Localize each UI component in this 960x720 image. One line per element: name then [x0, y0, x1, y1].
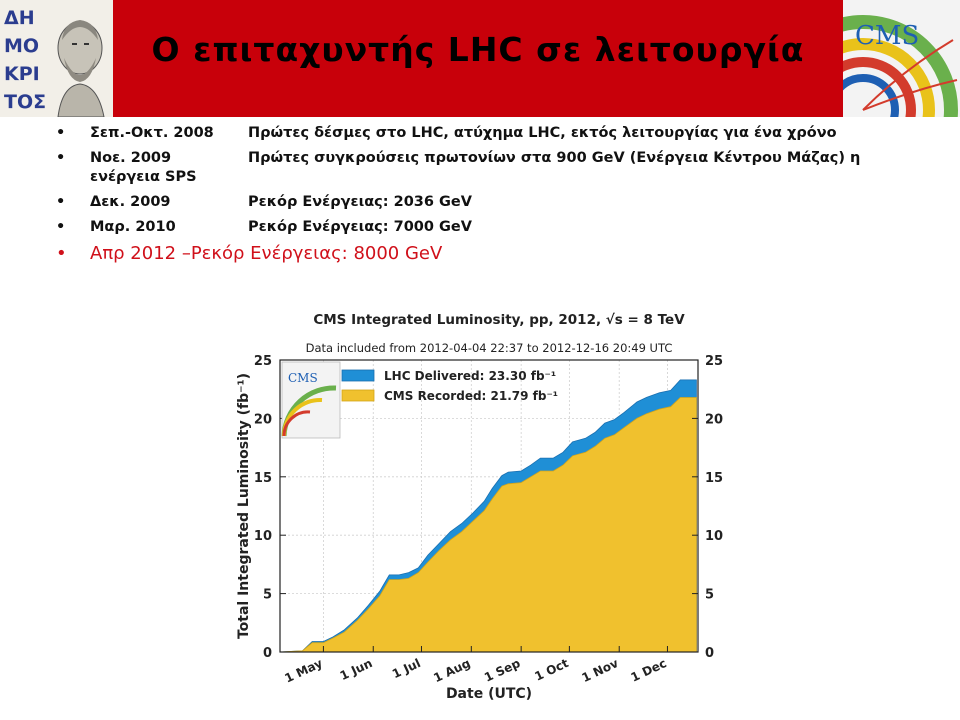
y-tick-label-right: 10: [705, 529, 723, 544]
y-tick-label-left: 10: [254, 529, 272, 544]
chart-title: CMS Integrated Luminosity, pp, 2012, √s …: [313, 312, 685, 328]
demokritos-logo: ΔΗ ΜΟ ΚΡΙ ΤΟΣ: [0, 0, 113, 118]
bullet-dot: •: [56, 150, 66, 166]
page-title: Ο επιταχυντής LHC σε λειτουργία: [151, 30, 805, 69]
cms-inset-ring: [282, 410, 311, 437]
bullet-item: • Νοε. 2009 Πρώτες συγκρούσεις πρωτονίων σ…: [56, 149, 916, 187]
luminosity-chart: 0 0 5 5 10 10 15 15 20 20 25 25 1 May 1 Jun 1 Jul 1 Aug…: [208, 298, 730, 712]
bullet-date: Απρ 2012 –: [90, 243, 191, 264]
bullet-list: • Σεπ.-Οκτ. 2008 Πρώτες δέσμες στο LHC, ατ…: [56, 124, 916, 271]
svg-text:ΚΡΙ: ΚΡΙ: [4, 63, 40, 85]
y-tick-label-left: 0: [263, 646, 272, 661]
svg-text:CMS: CMS: [855, 21, 919, 51]
bullet-item: • Δεκ. 2009 Ρεκόρ Ενέργειας: 2036 GeV: [56, 193, 916, 212]
y-tick-label-right: 20: [705, 412, 723, 427]
x-axis-label: Date (UTC): [446, 686, 532, 702]
legend-label-delivered: LHC Delivered: 23.30 fb⁻¹: [384, 369, 556, 383]
bullet-item-highlight: • Απρ 2012 – Ρεκόρ Ενέργειας: 8000 GeV: [56, 243, 916, 265]
bullet-text: Ρεκόρ Ενέργειας: 8000 GeV: [190, 243, 443, 264]
bullet-text: Ρεκόρ Ενέργειας: 7000 GeV: [248, 219, 472, 235]
plot-frame: [279, 359, 699, 653]
bullet-dot: •: [56, 125, 66, 141]
y-tick-label-right: 15: [705, 471, 723, 486]
cms-inset-text: CMS: [288, 371, 318, 385]
bullet-item: • Μαρ. 2010 Ρεκόρ Ενέργειας: 7000 GeV: [56, 218, 916, 237]
chart-subtitle: Data included from 2012-04-04 22:37 to 2…: [306, 341, 673, 355]
bullet-text: Ρεκόρ Ενέργειας: 2036 GeV: [248, 194, 472, 210]
legend-swatch-recorded: [341, 389, 375, 402]
cms-logo: CMS: [843, 0, 960, 117]
bullet-date: Σεπ.-Οκτ. 2008: [90, 125, 214, 141]
y-tick-label-right: 5: [705, 588, 714, 603]
bullet-dot: •: [56, 243, 67, 264]
y-axis-label: Total Integrated Luminosity (fb⁻¹): [236, 373, 252, 639]
y-tick-label-left: 25: [254, 354, 272, 369]
legend-label-recorded: CMS Recorded: 21.79 fb⁻¹: [384, 389, 558, 403]
bullet-dot: •: [56, 219, 66, 235]
y-tick-label-right: 0: [705, 646, 714, 661]
bullet-date: Μαρ. 2010: [90, 219, 176, 235]
bullet-dot: •: [56, 194, 66, 210]
y-tick-label-left: 15: [254, 471, 272, 486]
y-tick-label-left: 20: [254, 412, 272, 427]
bullet-text: Πρώτες δέσμες στο LHC, ατύχημα LHC, εκτό…: [248, 125, 837, 141]
bullet-date: Νοε. 2009: [90, 150, 172, 166]
svg-text:ΔΗ: ΔΗ: [4, 7, 35, 29]
svg-text:ΜΟ: ΜΟ: [4, 35, 39, 57]
header-bar: ΔΗ ΜΟ ΚΡΙ ΤΟΣ Ο επιταχυντής LHC σε λειτο…: [0, 0, 960, 118]
y-tick-label-left: 5: [263, 588, 272, 603]
bullet-text: Πρώτες συγκρούσεις πρωτονίων στα 900 GeV…: [90, 150, 861, 185]
bullet-item: • Σεπ.-Οκτ. 2008 Πρώτες δέσμες στο LHC, ατ…: [56, 124, 916, 143]
svg-text:ΤΟΣ: ΤΟΣ: [4, 91, 46, 113]
series-area-recorded: [279, 397, 697, 653]
y-tick-label-right: 25: [705, 354, 723, 369]
bullet-date: Δεκ. 2009: [90, 194, 171, 210]
legend-swatch-delivered: [341, 369, 375, 382]
